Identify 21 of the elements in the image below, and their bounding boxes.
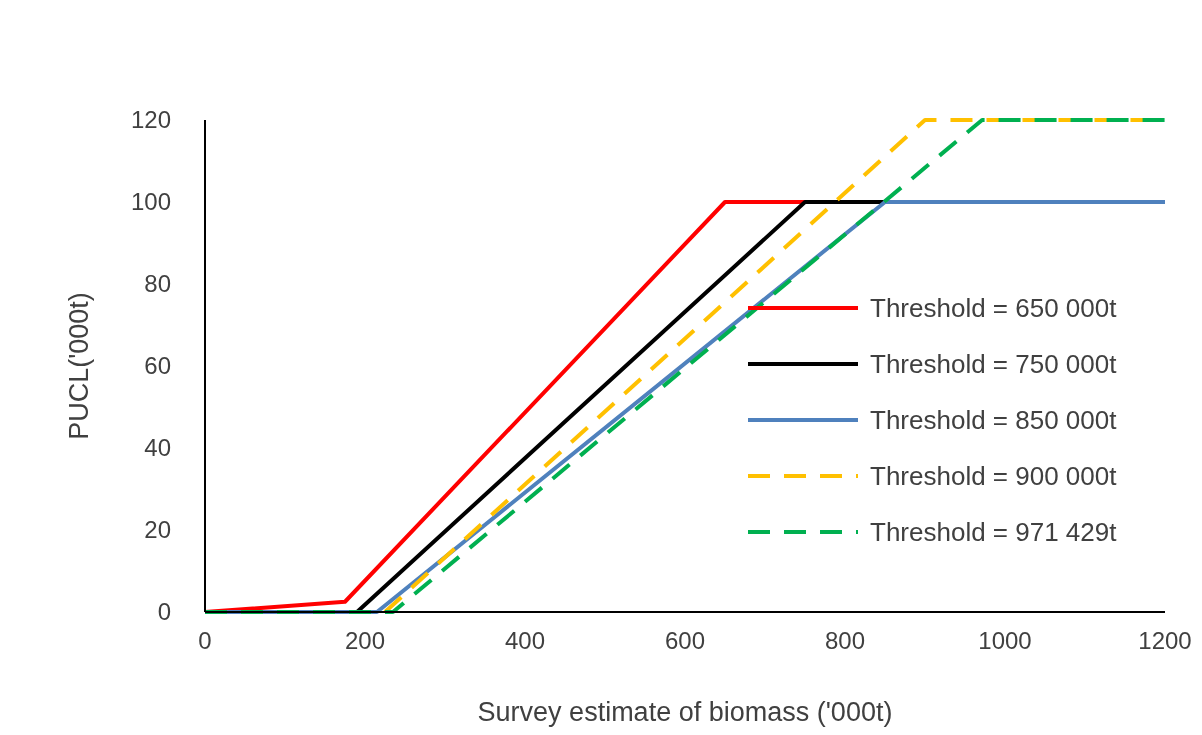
legend-label: Threshold = 750 000t	[870, 349, 1118, 379]
x-tick-label: 1000	[978, 627, 1032, 654]
x-tick-label: 800	[824, 627, 866, 654]
y-tick-label: 120	[130, 106, 171, 133]
x-tick-label: 0	[198, 627, 212, 654]
y-tick-label: 80	[144, 270, 171, 297]
x-tick-label: 200	[344, 627, 386, 654]
legend-label: Threshold = 900 000t	[870, 461, 1118, 491]
legend-label: Threshold = 850 000t	[870, 405, 1118, 435]
legend-label: Threshold = 971 429t	[870, 517, 1118, 547]
x-tick-label: 400	[504, 627, 546, 654]
x-axis-title: Survey estimate of biomass ('000t)	[477, 697, 893, 727]
y-axis-title: PUCL('000t)	[64, 292, 94, 440]
y-tick-label: 40	[144, 434, 171, 461]
y-tick-label: 20	[144, 516, 171, 543]
x-tick-label: 600	[664, 627, 706, 654]
y-tick-label: 0	[157, 598, 171, 625]
y-tick-label: 60	[144, 352, 171, 379]
x-tick-label: 1200	[1138, 627, 1192, 654]
legend-label: Threshold = 650 000t	[870, 293, 1118, 323]
y-tick-label: 100	[130, 188, 171, 215]
